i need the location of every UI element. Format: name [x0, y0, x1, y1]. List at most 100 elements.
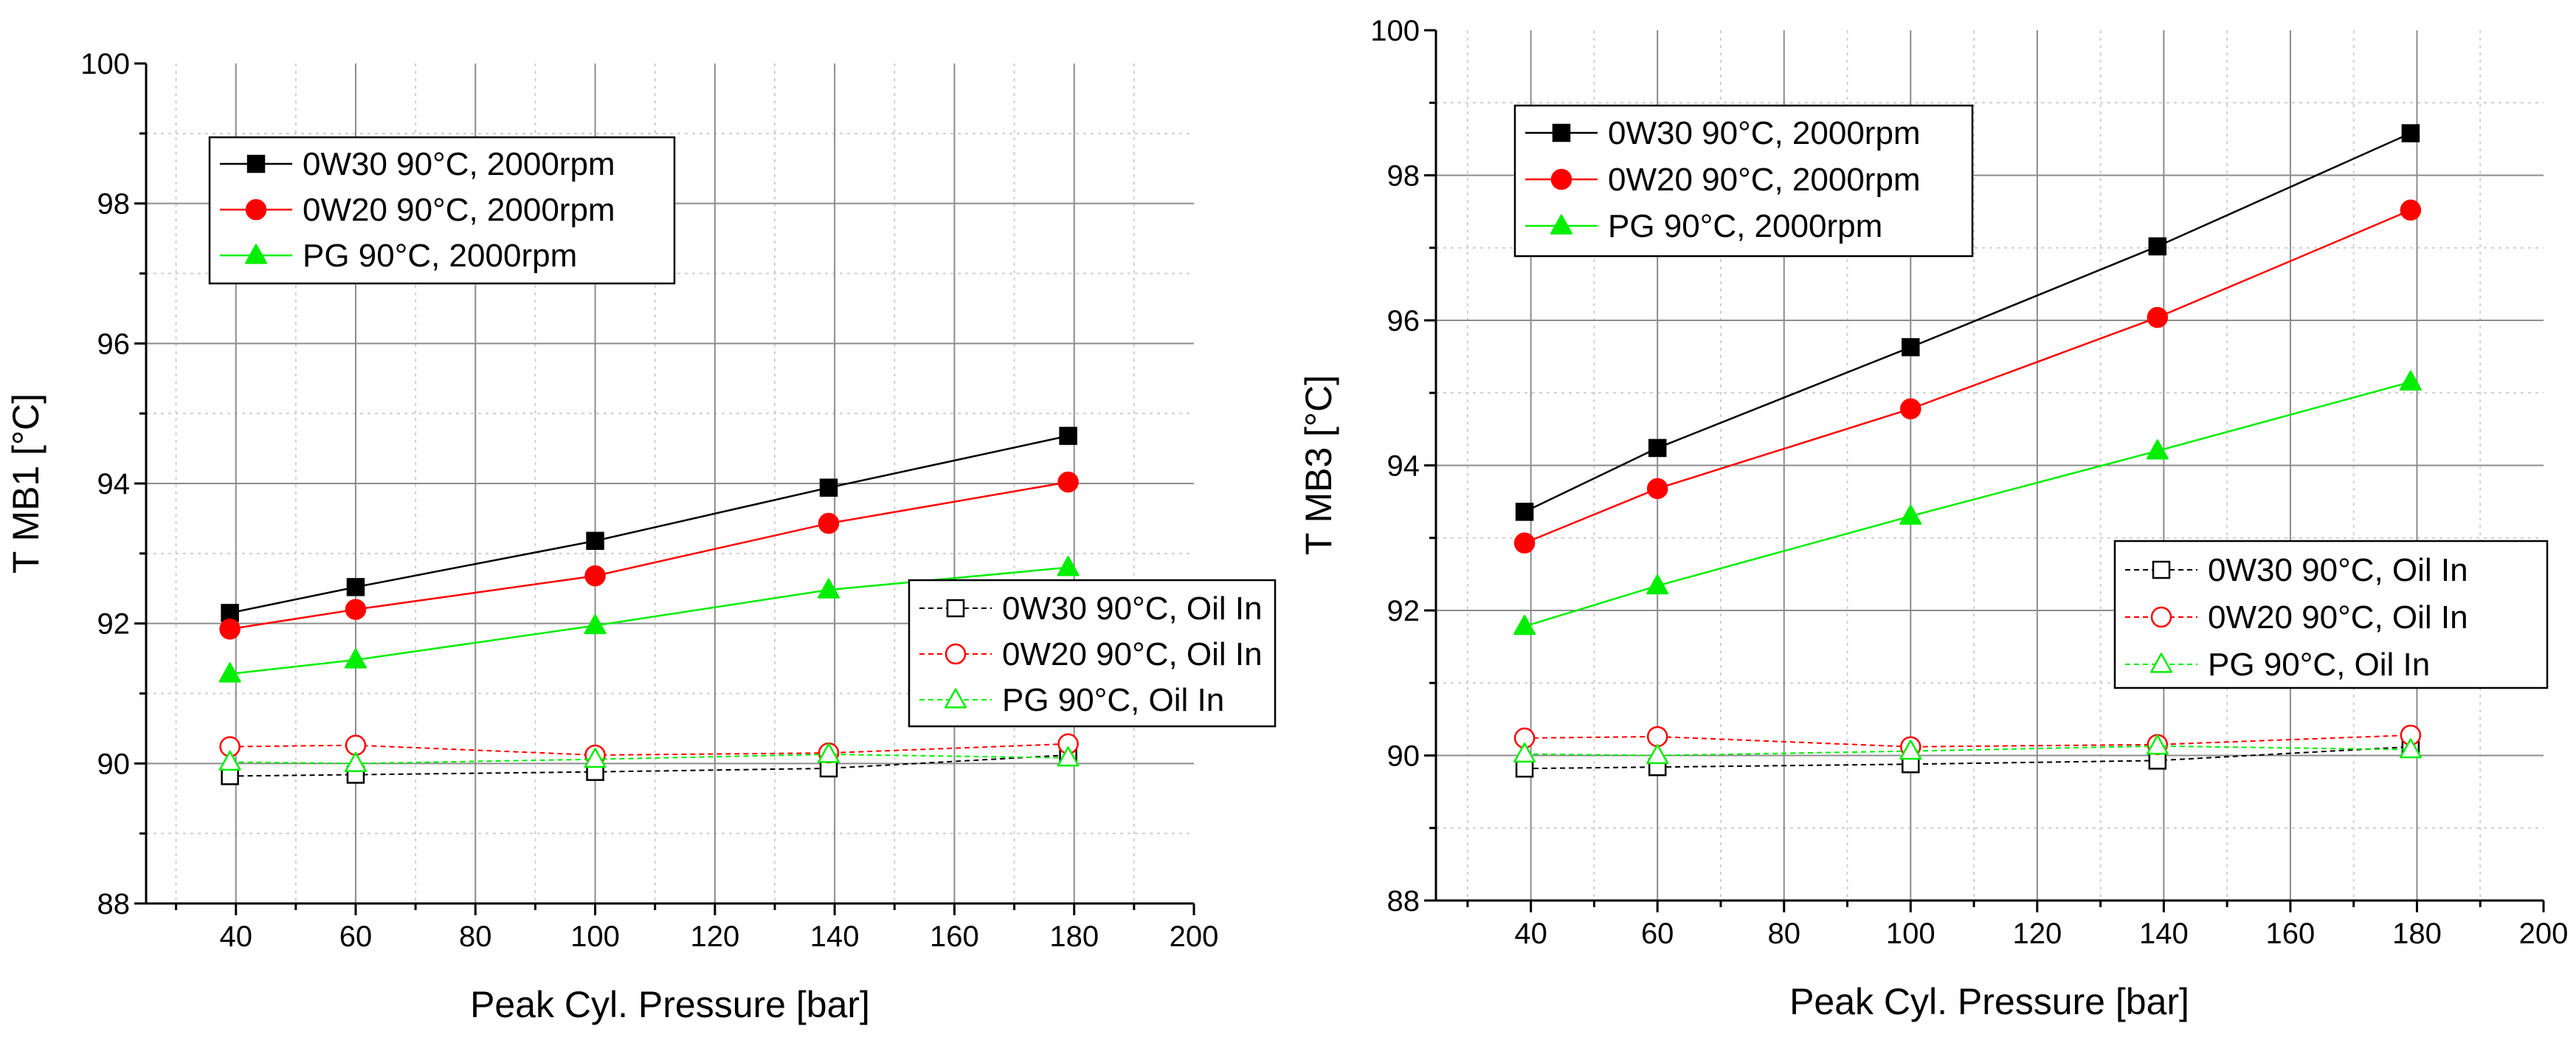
major-grid	[1436, 30, 2544, 901]
y-tick-label: 94	[97, 468, 131, 500]
legend-2: 0W30 90°C, Oil In 0W20 90°C, Oil In PG 90°…	[2113, 540, 2549, 689]
data-point	[1648, 438, 1667, 458]
legend-marker	[1550, 214, 1572, 235]
data-point	[1515, 503, 1534, 521]
legend-marker	[1552, 123, 1571, 142]
legend-2: 0W30 90°C, Oil In 0W20 90°C, Oil In PG 90°…	[908, 579, 1277, 728]
data-point	[584, 748, 607, 768]
data-point	[818, 743, 840, 763]
legend-marker	[1550, 168, 1572, 190]
data-point	[346, 578, 365, 596]
legend-1: 0W30 90°C, 2000rpm 0W20 90°C, 2000rpm PG 9…	[208, 136, 676, 285]
x-tick-label: 100	[1886, 917, 1936, 950]
x-tick-label: 40	[219, 920, 252, 953]
legend-label: 0W30 90°C, 2000rpm	[303, 146, 615, 182]
data-point	[1646, 478, 1668, 500]
data-point	[345, 751, 367, 772]
legend-label: PG 90°C, Oil In	[2208, 647, 2430, 683]
y-axis-title: T MB1 [°C]	[5, 393, 46, 574]
x-tick-label: 180	[2392, 917, 2442, 950]
data-point	[1059, 427, 1077, 445]
data-point	[818, 578, 840, 599]
data-point	[218, 662, 241, 683]
x-tick-label: 100	[570, 920, 620, 953]
x-tick-label: 160	[930, 920, 979, 953]
data-point	[2146, 734, 2169, 755]
legend-label: 0W20 90°C, 2000rpm	[303, 192, 615, 228]
data-point	[219, 619, 241, 640]
series-1	[221, 427, 1077, 622]
legend-marker	[945, 643, 967, 665]
x-tick-label: 80	[459, 920, 492, 953]
series-2	[219, 471, 1079, 640]
series-2	[1513, 199, 2422, 554]
y-tick-label: 88	[1387, 885, 1420, 917]
data-point	[1902, 338, 1920, 357]
data-point	[345, 648, 367, 669]
chart-panel-1: 40 60 80 100 120 140 160 180 200 88 90 92 94 96 98 100 P…	[5, 48, 1277, 1025]
data-point	[1513, 742, 1536, 763]
legend-marker	[245, 244, 267, 264]
data-point	[584, 565, 606, 587]
data-point	[2146, 439, 2169, 460]
legend-box	[1513, 104, 1974, 258]
legend-marker	[2150, 653, 2172, 673]
y-tick-label: 98	[1387, 160, 1420, 193]
x-tick-label: 60	[1641, 917, 1674, 950]
data-point	[1515, 759, 1534, 778]
series-3	[1513, 370, 2422, 636]
legend-marker	[946, 599, 965, 618]
legend-1: 0W30 90°C, 2000rpm 0W20 90°C, 2000rpm PG 9…	[1513, 104, 1974, 258]
x-tick-label: 120	[2012, 917, 2062, 950]
x-axis-title: Peak Cyl. Pressure [bar]	[470, 984, 870, 1025]
series-6	[218, 743, 1080, 772]
legend-label: 0W30 90°C, 2000rpm	[1608, 115, 1921, 151]
data-point	[2400, 199, 2422, 221]
x-tick-label: 140	[810, 920, 860, 953]
data-point	[584, 613, 607, 635]
chart-panel-2: 40 60 80 100 120 140 160 180 200 88 90 92 94 96 98 100 P…	[1298, 15, 2568, 1022]
x-tick-label: 200	[2519, 917, 2569, 950]
data-point	[1057, 471, 1079, 493]
legend-marker	[245, 199, 267, 221]
y-tick-label: 90	[97, 748, 131, 780]
series-5	[1513, 724, 2422, 757]
y-tick-label: 98	[97, 188, 131, 221]
data-point	[1646, 743, 1669, 765]
y-axis-title: T MB3 [°C]	[1298, 375, 1339, 555]
x-axis-title: Peak Cyl. Pressure [bar]	[1789, 981, 2189, 1022]
series-line	[1524, 734, 2411, 748]
y-tick-label: 88	[97, 888, 131, 920]
legend-box	[2113, 540, 2549, 689]
data-point	[1513, 532, 1536, 554]
data-point	[1899, 740, 1922, 760]
y-tick-label: 100	[80, 48, 130, 80]
data-point	[1057, 746, 1080, 767]
data-point	[2401, 124, 2420, 142]
legend-label: PG 90°C, Oil In	[1002, 682, 1224, 718]
y-tick-label: 96	[1387, 305, 1420, 337]
y-tick-label: 92	[97, 608, 131, 641]
legend-marker	[2152, 560, 2171, 579]
legend-marker	[2150, 606, 2172, 628]
legend-label: 0W20 90°C, Oil In	[2208, 599, 2468, 636]
data-point	[818, 512, 840, 534]
data-point	[1899, 504, 1922, 525]
data-point	[586, 531, 604, 551]
y-tick-label: 100	[1370, 15, 1420, 47]
data-point	[2399, 738, 2422, 759]
legend-label: 0W30 90°C, Oil In	[2208, 552, 2468, 588]
x-tick-label: 40	[1514, 917, 1547, 950]
y-tick-label: 94	[1387, 450, 1420, 483]
x-tick-label: 120	[690, 920, 739, 953]
data-point	[2147, 306, 2169, 328]
x-tick-label: 160	[2266, 917, 2316, 950]
data-point	[1513, 615, 1536, 636]
x-tick-label: 60	[339, 920, 373, 953]
legend-marker	[945, 688, 967, 709]
series-6	[1513, 734, 2422, 765]
data-point	[819, 478, 838, 497]
data-point	[1646, 726, 1668, 748]
series-5	[219, 733, 1079, 766]
legend-label: 0W30 90°C, Oil In	[1002, 591, 1263, 627]
